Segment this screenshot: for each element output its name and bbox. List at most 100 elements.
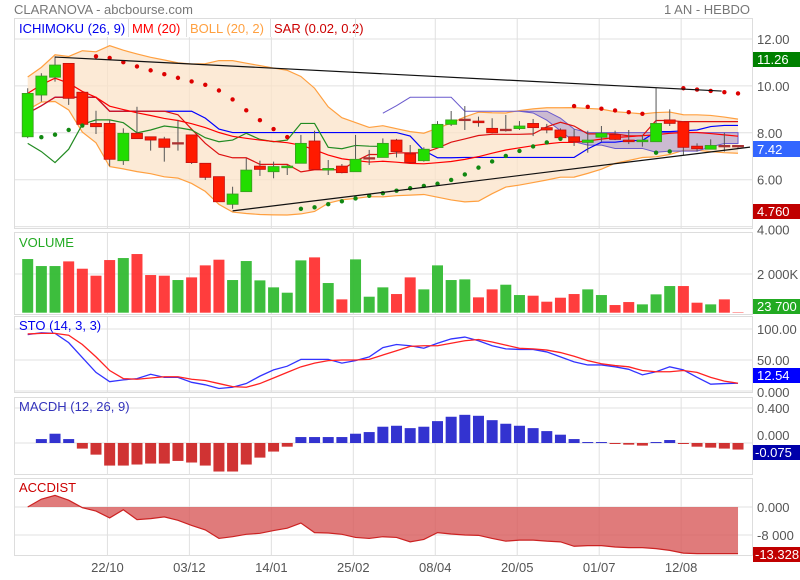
y-tick-label: 100.00 [757, 322, 797, 337]
macd-bar [281, 443, 293, 447]
macd-bar [63, 439, 75, 443]
ichimoku-cloud [382, 96, 739, 153]
candle-down [472, 120, 485, 124]
period-label[interactable]: 1 AN - HEBDO [664, 2, 750, 17]
stochastic-title[interactable]: STO (14, 3, 3) [19, 318, 101, 333]
macd-bar [350, 433, 362, 443]
volume-title[interactable]: VOLUME [19, 235, 74, 250]
sar-dot [203, 82, 208, 87]
legend-boll[interactable]: BOLL (20, 2) [190, 21, 264, 36]
candle-down [622, 139, 635, 143]
sar-dot [93, 54, 99, 59]
macd-bar [322, 437, 334, 443]
volume-bar [199, 265, 211, 313]
macd-bar [363, 432, 375, 443]
volume-bar [527, 295, 539, 313]
sar-dot [462, 172, 468, 177]
sar-dot [558, 136, 563, 141]
accdist-title[interactable]: ACCDIST [19, 480, 76, 495]
y-tick-label: 10.00 [757, 79, 790, 94]
bollinger-upper-line [27, 45, 739, 134]
volume-bar [432, 265, 443, 313]
macd-bar [131, 443, 143, 465]
candle-up [281, 165, 294, 169]
sar-dot [312, 205, 317, 210]
sar-dot [489, 159, 495, 164]
candle-down [158, 138, 171, 148]
x-tick-label: 03/12 [173, 560, 206, 575]
accdist-area [27, 495, 739, 554]
candle-down [103, 123, 116, 160]
x-tick-label: 22/10 [91, 560, 124, 575]
legend-sar[interactable]: SAR (0.02, 0.2) [274, 21, 364, 36]
sar-dot [571, 103, 577, 109]
candle-down [527, 123, 540, 129]
macd-bar [636, 443, 648, 446]
candle-down [718, 145, 731, 148]
sar-dot [585, 104, 590, 110]
x-tick-label: 08/04 [419, 560, 452, 575]
volume-bar [172, 280, 184, 313]
y-tick-label: 8.00 [757, 126, 782, 141]
macd-bar [295, 437, 307, 443]
badge-macd: -0.075 [753, 445, 800, 460]
legend-mm[interactable]: MM (20) [132, 21, 180, 36]
candle-down [131, 132, 143, 140]
sar-dot [503, 153, 508, 159]
price-legend: ICHIMOKU (26, 9) MM (20) BOLL (20, 2) SA… [15, 19, 364, 37]
candle-up [267, 166, 280, 173]
x-tick-label: 01/07 [583, 560, 616, 575]
candle-down [732, 145, 744, 148]
candle-up [21, 93, 34, 138]
candle-down [499, 128, 512, 132]
macd-series [35, 414, 744, 472]
volume-bar [541, 301, 553, 313]
volume-bar [609, 305, 621, 313]
candle-down [363, 157, 376, 160]
x-tick-label: 12/08 [665, 560, 698, 575]
trendline [54, 56, 722, 92]
sar-dot [134, 64, 140, 69]
candle-up [431, 123, 444, 148]
volume-bar [705, 304, 717, 313]
candle-down [90, 123, 102, 128]
svg-text:11.26: 11.26 [757, 52, 789, 67]
volume-bar [158, 275, 170, 313]
macd-bar [76, 443, 88, 449]
macd-bar [472, 415, 484, 443]
candle-up [349, 158, 362, 173]
volume-bar [664, 286, 676, 313]
legend-ichimoku[interactable]: ICHIMOKU (26, 9) [19, 21, 125, 36]
sar-dot [448, 177, 454, 183]
macd-bar [486, 420, 498, 443]
svg-text:7.42: 7.42 [757, 142, 782, 157]
accdist-line [27, 494, 739, 555]
trendline [232, 146, 751, 212]
macd-bar [158, 443, 170, 464]
sar-dot [653, 150, 659, 155]
macd-bar [718, 443, 730, 449]
volume-bar [309, 257, 321, 313]
candle-up [226, 193, 239, 205]
candle-up [581, 139, 594, 143]
volume-bar [391, 294, 403, 313]
sar-dot [476, 165, 481, 170]
macd-bar [49, 433, 61, 443]
candle-down [254, 165, 266, 170]
sar-dot [640, 111, 645, 116]
candle-down [458, 118, 471, 122]
candle-down [172, 142, 184, 145]
badge-last: 7.42 [753, 141, 800, 157]
macd-bar [336, 437, 348, 443]
volume-bar [186, 277, 198, 313]
volume-bar [145, 275, 157, 313]
bollinger-lower-line [27, 100, 739, 216]
sar-dot [39, 134, 44, 140]
volume-bar [582, 289, 594, 313]
macd-bar [513, 425, 525, 443]
volume-bar [459, 279, 471, 313]
macd-title[interactable]: MACDH (12, 26, 9) [19, 399, 130, 414]
volume-bar [554, 297, 566, 313]
sar-dot [722, 89, 727, 95]
